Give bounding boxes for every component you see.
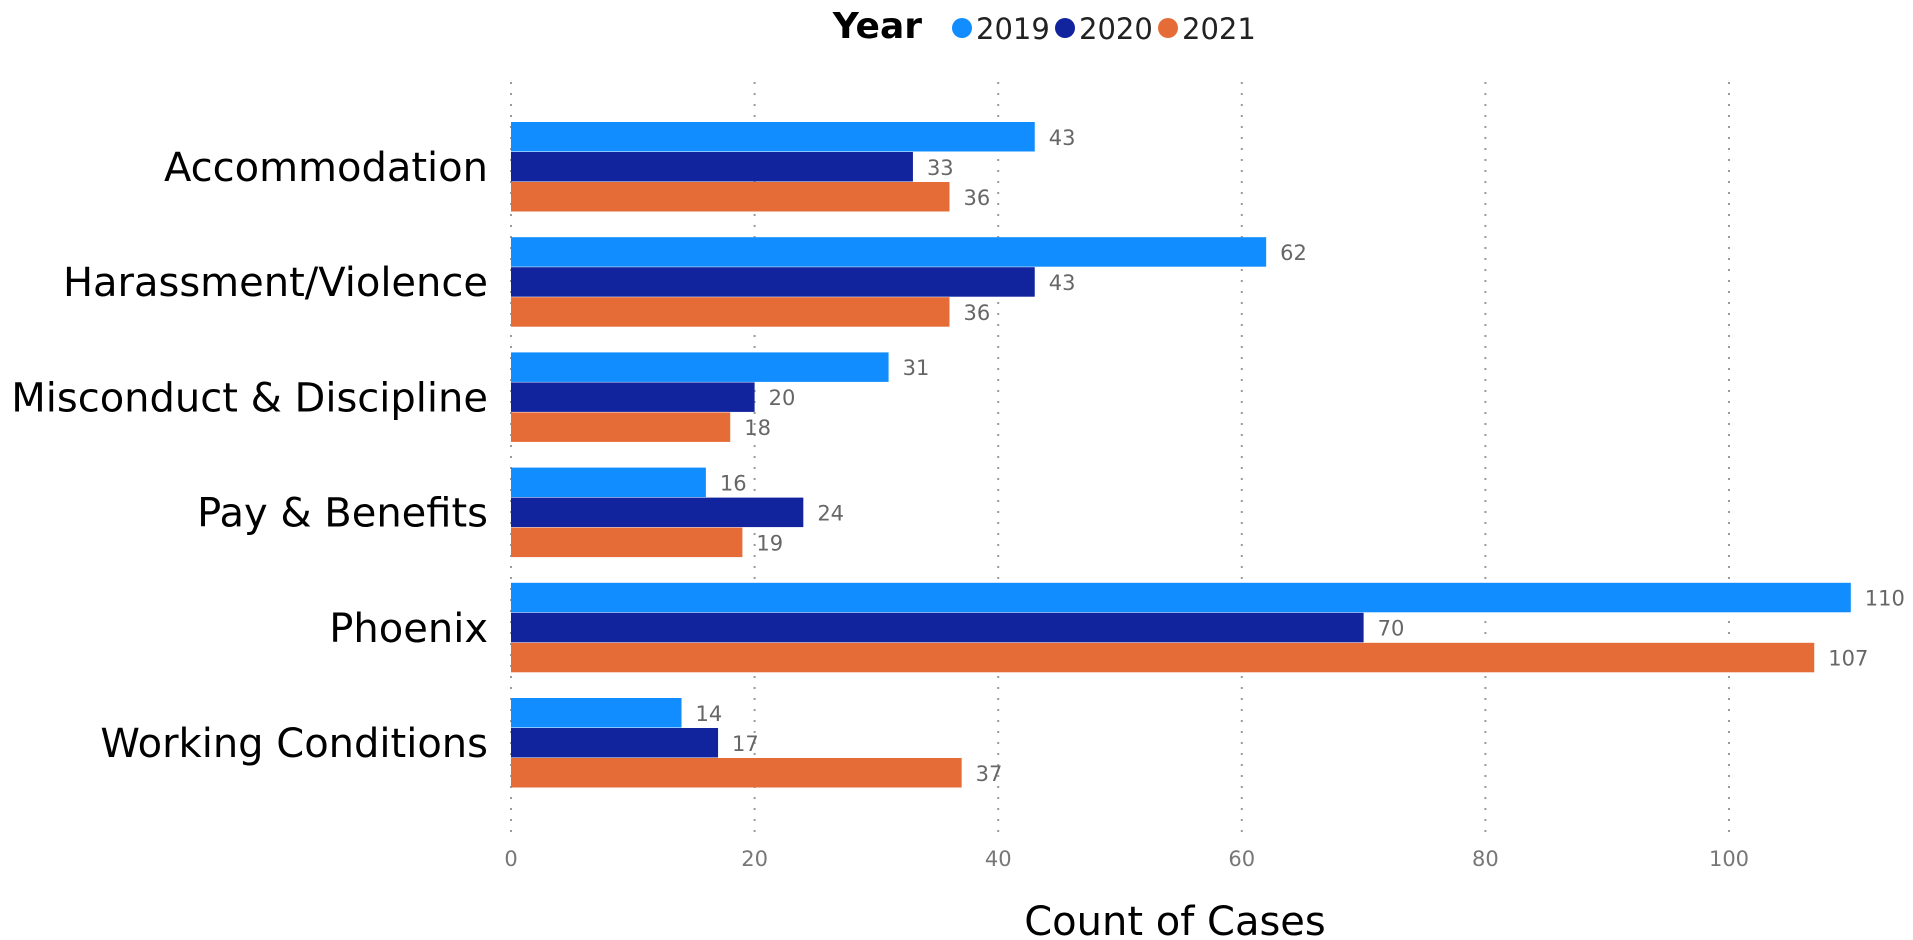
category-label-pay-benefits: Pay & Benefits bbox=[197, 491, 488, 537]
data-label-working-conditions-2019: 14 bbox=[696, 702, 723, 726]
bar-accommodation-2020 bbox=[511, 152, 913, 182]
data-label-working-conditions-2020: 17 bbox=[732, 732, 759, 756]
bar-phoenix-2020 bbox=[511, 612, 1364, 643]
bar-harassment-violence-2019 bbox=[511, 237, 1267, 267]
category-label-misconduct-discipline: Misconduct & Discipline bbox=[11, 375, 488, 421]
x-tick-label-60: 60 bbox=[1228, 847, 1255, 871]
data-label-misconduct-discipline-2019: 31 bbox=[903, 356, 930, 380]
bar-working-conditions-2020 bbox=[511, 728, 719, 758]
bar-harassment-violence-2021 bbox=[511, 297, 950, 327]
value-axis: 0 20 40 60 80 100 bbox=[504, 847, 1749, 871]
legend-marker-2019 bbox=[952, 18, 972, 38]
data-label-phoenix-2021: 107 bbox=[1828, 647, 1868, 671]
bar-pay-benefits-2021 bbox=[511, 527, 743, 558]
x-axis-title: Count of Cases bbox=[1024, 899, 1326, 940]
bar-pay-benefits-2020 bbox=[511, 497, 804, 528]
data-labels: 43 33 36 62 43 36 31 20 18 16 24 19 110 70 107 14 17 37 bbox=[696, 126, 1905, 786]
data-label-pay-benefits-2019: 16 bbox=[720, 471, 747, 495]
bar-working-conditions-2021 bbox=[511, 758, 962, 788]
category-label-working-conditions: Working Conditions bbox=[100, 721, 488, 767]
legend-marker-2021 bbox=[1158, 18, 1178, 38]
data-label-phoenix-2020: 70 bbox=[1378, 617, 1405, 641]
data-label-accommodation-2020: 33 bbox=[927, 156, 954, 180]
x-tick-label-20: 20 bbox=[741, 847, 768, 871]
category-axis: Accommodation Harassment/Violence Miscondu… bbox=[11, 145, 488, 767]
x-tick-label-100: 100 bbox=[1709, 847, 1749, 871]
data-label-harassment-violence-2021: 36 bbox=[963, 301, 990, 325]
category-label-phoenix: Phoenix bbox=[329, 606, 488, 652]
legend-label-2019: 2019 bbox=[976, 12, 1050, 46]
bar-harassment-violence-2020 bbox=[511, 267, 1035, 297]
data-label-misconduct-discipline-2020: 20 bbox=[769, 386, 796, 410]
legend-label-2020: 2020 bbox=[1079, 12, 1153, 46]
category-label-harassment-violence: Harassment/Violence bbox=[63, 260, 488, 306]
data-label-harassment-violence-2020: 43 bbox=[1049, 271, 1076, 295]
data-label-accommodation-2019: 43 bbox=[1049, 126, 1076, 150]
data-label-misconduct-discipline-2021: 18 bbox=[744, 416, 771, 440]
bar-phoenix-2019 bbox=[511, 582, 1851, 613]
bars bbox=[511, 122, 1851, 788]
legend-marker-2020 bbox=[1055, 18, 1075, 38]
bar-accommodation-2021 bbox=[511, 182, 950, 212]
data-label-pay-benefits-2021: 19 bbox=[756, 531, 783, 555]
legend: Year 2019 2020 2021 bbox=[832, 6, 1256, 47]
bar-misconduct-discipline-2020 bbox=[511, 382, 755, 412]
data-label-pay-benefits-2020: 24 bbox=[817, 501, 844, 525]
bar-working-conditions-2019 bbox=[511, 698, 682, 728]
category-label-accommodation: Accommodation bbox=[164, 145, 488, 191]
bar-misconduct-discipline-2021 bbox=[511, 412, 731, 442]
bar-pay-benefits-2019 bbox=[511, 467, 706, 498]
data-label-accommodation-2021: 36 bbox=[963, 186, 990, 210]
bar-phoenix-2021 bbox=[511, 642, 1815, 673]
x-tick-label-80: 80 bbox=[1472, 847, 1499, 871]
legend-label-2021: 2021 bbox=[1182, 12, 1256, 46]
data-label-phoenix-2019: 110 bbox=[1865, 587, 1905, 611]
data-label-working-conditions-2021: 37 bbox=[976, 762, 1003, 786]
data-label-harassment-violence-2019: 62 bbox=[1280, 241, 1307, 265]
x-tick-label-40: 40 bbox=[985, 847, 1012, 871]
bar-accommodation-2019 bbox=[511, 122, 1035, 152]
legend-title: Year bbox=[832, 6, 922, 47]
x-tick-label-0: 0 bbox=[504, 847, 517, 871]
bar-misconduct-discipline-2019 bbox=[511, 352, 889, 382]
